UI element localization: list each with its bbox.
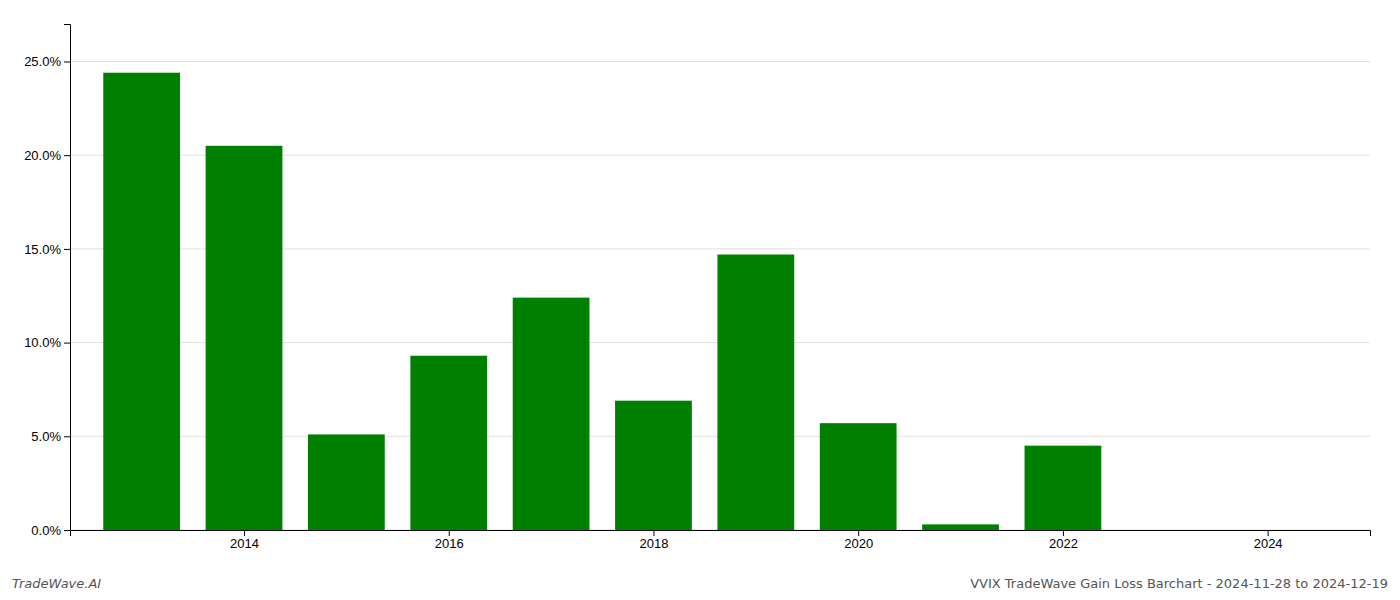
x-axis-line [71, 531, 1371, 537]
y-tick: 0.0% [31, 523, 70, 538]
y-axis: 0.0% 5.0% 10.0% 15.0% 20.0% 25.0% [24, 25, 70, 538]
x-tick-label: 2024 [1254, 536, 1283, 551]
x-axis: 2014 2016 2018 2020 2022 2024 [71, 530, 1371, 551]
x-tick-mark [1063, 530, 1064, 536]
bar [615, 401, 692, 530]
y-tick: 5.0% [31, 429, 70, 444]
bar [922, 524, 999, 530]
x-tick: 2018 [640, 530, 669, 551]
bar [1127, 530, 1204, 531]
y-tick-label: 20.0% [24, 148, 61, 163]
y-tick: 15.0% [24, 242, 70, 257]
x-tick: 2022 [1049, 530, 1078, 551]
y-tick-label: 0.0% [31, 523, 61, 538]
x-tick: 2016 [435, 530, 464, 551]
footer-text: TradeWave.AI [12, 576, 101, 591]
x-tick-label: 2018 [640, 536, 669, 551]
x-tick: 2020 [844, 530, 873, 551]
grid [70, 61, 1370, 530]
x-tick-mark [244, 530, 245, 536]
grid-line [70, 61, 1370, 62]
x-tick-mark [449, 530, 450, 536]
x-tick-mark [1268, 530, 1269, 536]
x-tick-label: 2016 [435, 536, 464, 551]
chart: 2014 2016 2018 2020 2022 2024 0.0% 5.0% 10.0% 15.… [0, 0, 1400, 600]
y-tick-label: 10.0% [24, 335, 61, 350]
bar [820, 423, 897, 530]
y-tick-mark [64, 155, 70, 156]
x-tick-label: 2014 [230, 536, 259, 551]
y-tick-mark [64, 61, 70, 62]
bar [1025, 446, 1102, 530]
x-tick-mark [653, 530, 654, 536]
y-axis-line [64, 25, 71, 531]
footer-text: VVIX TradeWave Gain Loss Barchart - 2024… [970, 576, 1388, 591]
bar [717, 255, 794, 530]
bar [308, 434, 385, 530]
x-tick-mark [858, 530, 859, 536]
x-tick: 2014 [230, 530, 259, 551]
y-tick-label: 5.0% [31, 429, 61, 444]
x-tick-label: 2022 [1049, 536, 1078, 551]
bars [103, 73, 1101, 530]
bar [513, 298, 590, 530]
y-tick: 20.0% [24, 148, 70, 163]
y-tick: 10.0% [24, 335, 70, 350]
y-tick-label: 15.0% [24, 242, 61, 257]
bar [206, 146, 283, 530]
y-tick-mark [64, 249, 70, 250]
bar [410, 356, 487, 530]
x-tick-label: 2020 [844, 536, 873, 551]
y-tick: 25.0% [24, 54, 70, 69]
y-tick-label: 25.0% [24, 54, 61, 69]
x-tick: 2024 [1254, 530, 1283, 551]
y-tick-mark [64, 343, 70, 344]
footer: TradeWave.AI VVIX TradeWave Gain Loss Bar… [12, 576, 1388, 591]
bar [103, 73, 180, 530]
y-tick-mark [64, 530, 70, 531]
y-tick-mark [64, 436, 70, 437]
